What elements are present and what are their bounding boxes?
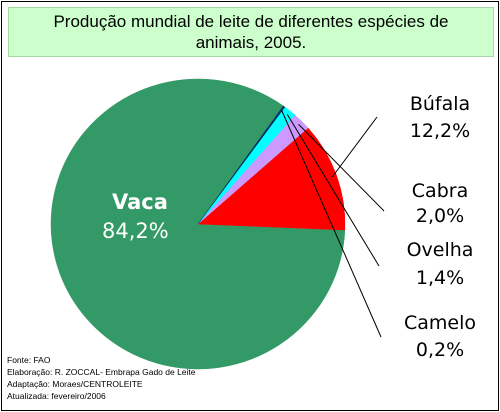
- slice-value-cabra: 2,0%: [416, 205, 464, 227]
- leader-line-bufala: [331, 116, 378, 178]
- credits: Fonte: FAO Elaboração: R. ZOCCAL- Embrap…: [7, 354, 196, 402]
- slice-label-cabra: Cabra: [412, 180, 468, 202]
- slice-label-vaca: Vaca: [112, 190, 168, 214]
- slice-label-bufala: Búfala: [410, 93, 470, 115]
- slice-value-camelo: 0,2%: [416, 339, 464, 361]
- slice-value-ovelha: 1,4%: [416, 267, 464, 289]
- credit-elaboration: Elaboração: R. ZOCCAL- Embrapa Gado de L…: [7, 367, 196, 377]
- leader-line-cabra: [298, 123, 385, 212]
- leader-line-ovelha: [286, 114, 380, 267]
- credit-source: Fonte: FAO: [7, 355, 51, 365]
- slice-label-camelo: Camelo: [404, 312, 476, 334]
- slice-value-bufala: 12,2%: [410, 120, 470, 142]
- pie-slice-camelo: [197, 105, 286, 225]
- chart-title: Produção mundial de leite de diferentes …: [53, 12, 449, 52]
- leader-line-camelo: [281, 109, 382, 338]
- credit-adaptation: Adaptação: Moraes/CENTROLEITE: [7, 379, 143, 389]
- slice-value-vaca: 84,2%: [102, 219, 169, 243]
- credit-updated: Atualizada: fevereiro/2006: [7, 391, 106, 401]
- chart-title-box: Produção mundial de leite de diferentes …: [8, 7, 494, 57]
- slice-label-ovelha: Ovelha: [407, 239, 474, 261]
- pie-slice-bufala: [197, 127, 346, 231]
